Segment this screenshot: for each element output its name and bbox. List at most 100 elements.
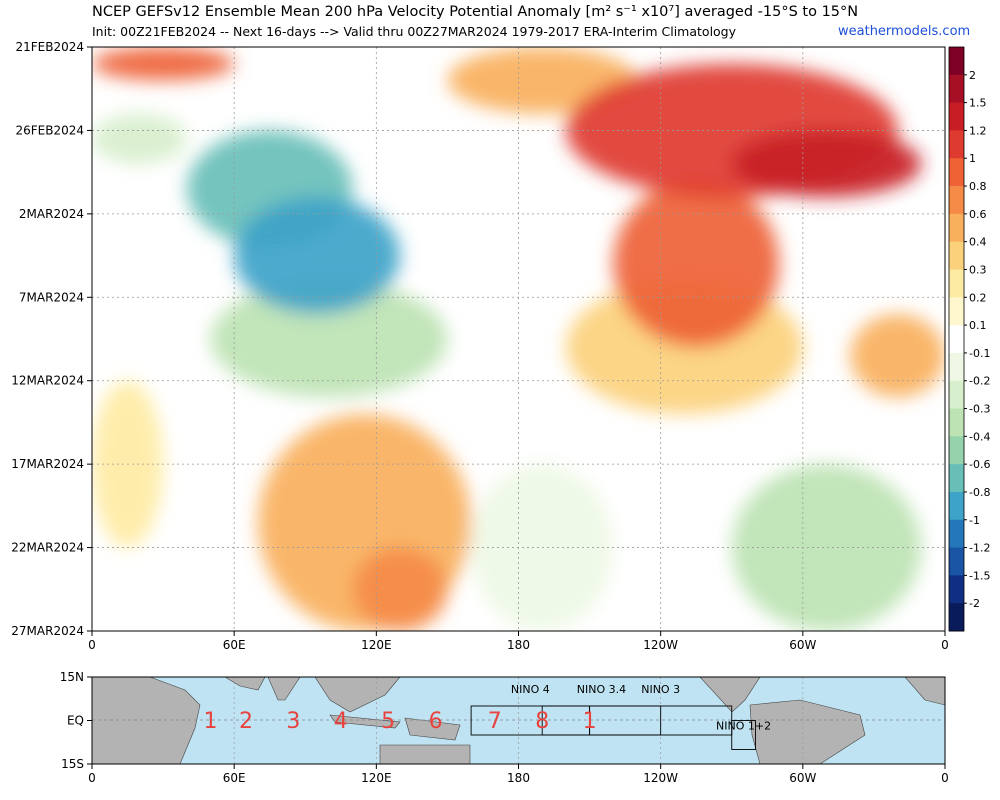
colorbar-swatch xyxy=(949,325,964,354)
colorbar-label: 0.1 xyxy=(969,319,987,332)
colorbar-label: 0.2 xyxy=(969,291,987,304)
y-tick-label: 27MAR2024 xyxy=(11,624,84,638)
x-tick-label: 120W xyxy=(643,638,678,652)
map-x-axis: 0 60E 120E 180 120W 60W 0 xyxy=(88,764,949,785)
nino-region-label: NINO 1+2 xyxy=(716,720,771,733)
mjo-phase-label: 1 xyxy=(583,709,597,734)
colorbar-swatch xyxy=(949,519,964,549)
colorbar-swatch xyxy=(949,547,964,576)
colorbar-label: 1 xyxy=(969,152,976,165)
india-land xyxy=(267,677,301,701)
colorbar-swatch xyxy=(949,158,964,187)
nino-regions: NINO 4 NINO 3.4 NINO 3 NINO 1+2 xyxy=(470,683,771,750)
anomaly-feature xyxy=(731,464,922,631)
mjo-phase-label: 2 xyxy=(239,709,253,734)
colorbar-swatch xyxy=(949,436,964,465)
colorbar-swatch xyxy=(949,603,964,632)
heatmap-area xyxy=(91,46,946,632)
colorbar-swatch xyxy=(949,213,964,243)
mjo-phase-label: 5 xyxy=(381,709,395,734)
anomaly-feature xyxy=(234,197,401,314)
colorbar-label: -0.8 xyxy=(969,486,990,499)
south-america-land xyxy=(749,699,866,764)
central-america-land xyxy=(699,677,761,713)
x-tick-label: 0 xyxy=(941,638,949,652)
nino-region-label: NINO 3 xyxy=(641,683,680,696)
colorbar-label: 1.2 xyxy=(969,124,987,137)
colorbar-swatch xyxy=(949,352,964,382)
colorbar-frame xyxy=(948,46,965,632)
colorbar-swatch xyxy=(949,297,964,326)
colorbar-swatch xyxy=(949,491,964,521)
colorbar-label: 0.6 xyxy=(969,208,987,221)
anomaly-feature xyxy=(210,280,448,398)
y-tick-label: 7MAR2024 xyxy=(19,290,84,304)
chart-title: NCEP GEFSv12 Ensemble Mean 200 hPa Veloc… xyxy=(92,4,859,20)
map-x-tick-label: 120E xyxy=(361,771,392,785)
anomaly-feature xyxy=(850,313,945,398)
colorbar-swatch xyxy=(949,408,964,437)
colorbar-label: -2 xyxy=(969,597,980,610)
southeast-asia-land xyxy=(314,677,401,713)
y-tick-label: 22MAR2024 xyxy=(11,541,84,555)
mjo-phase-label: 7 xyxy=(488,709,502,734)
colorbar-swatch xyxy=(949,186,964,215)
mjo-phase-label: 3 xyxy=(286,709,300,734)
anomaly-feature xyxy=(613,180,780,348)
arabia-land xyxy=(224,677,266,691)
map-y-tick-label: 15N xyxy=(60,670,84,684)
map-x-tick-label: 0 xyxy=(88,771,96,785)
map-x-tick-label: 60W xyxy=(789,771,816,785)
y-tick-label: 2MAR2024 xyxy=(19,207,84,221)
nino-region-label: NINO 3.4 xyxy=(577,683,626,696)
map-y-axis: 15N EQ 15S xyxy=(60,670,92,771)
colorbar-label: -0.1 xyxy=(969,347,990,360)
x-tick-label: 0 xyxy=(88,638,96,652)
west-africa-land xyxy=(904,677,945,706)
colorbar-label: -1 xyxy=(969,514,980,527)
map-y-tick-label: EQ xyxy=(67,714,84,728)
map-x-tick-label: 180 xyxy=(507,771,530,785)
colorbar-swatch xyxy=(949,130,964,159)
y-tick-label: 21FEB2024 xyxy=(15,40,84,54)
y-tick-label: 12MAR2024 xyxy=(11,374,84,388)
mjo-phase-label: 4 xyxy=(334,709,348,734)
brand-link[interactable]: weathermodels.com xyxy=(838,24,971,39)
x-tick-label: 120E xyxy=(361,638,392,652)
colorbar-label: 0.3 xyxy=(969,263,987,276)
colorbar-swatch xyxy=(949,74,964,104)
anomaly-feature xyxy=(352,547,448,631)
anomaly-feature xyxy=(92,113,187,164)
africa-land xyxy=(92,677,201,764)
colorbar-swatch xyxy=(949,102,964,131)
colorbar-label: -1.2 xyxy=(969,542,990,555)
colorbar-swatch xyxy=(949,575,964,604)
colorbar-swatch xyxy=(949,269,964,298)
mjo-phase-label: 1 xyxy=(203,709,217,734)
nino-region-box xyxy=(731,720,756,750)
landmasses xyxy=(92,677,945,764)
colorbar-label: 2 xyxy=(969,69,976,82)
mjo-phase-label: 8 xyxy=(535,709,549,734)
x-tick-label: 60E xyxy=(223,638,246,652)
heatmap-grid xyxy=(92,47,945,631)
colorbar-swatch xyxy=(949,464,964,493)
mjo-phase-label: 6 xyxy=(429,709,443,734)
colorbar-label: -0.6 xyxy=(969,458,990,471)
map-y-tick-label: 15S xyxy=(61,757,84,771)
colorbar-swatch xyxy=(949,380,964,410)
x-axis: 0 60E 120E 180 120W 60W 0 xyxy=(88,631,949,652)
colorbar-label: 0.4 xyxy=(969,236,987,249)
colorbar-swatch xyxy=(949,47,964,76)
colorbar: 2 1.5 1.2 1 0.8 0.6 0.4 0.3 0.2 0.1 -0.1 -0.2 -0.3 -0… xyxy=(948,46,990,632)
colorbar-label: -0.4 xyxy=(969,430,990,443)
new-guinea-land xyxy=(404,717,461,741)
anomaly-feature xyxy=(731,130,922,198)
y-tick-label: 17MAR2024 xyxy=(11,457,84,471)
map-x-tick-label: 120W xyxy=(643,771,678,785)
nino-region-label: NINO 4 xyxy=(511,683,550,696)
y-tick-label: 26FEB2024 xyxy=(15,123,84,137)
colorbar-label: -1.5 xyxy=(969,569,990,582)
